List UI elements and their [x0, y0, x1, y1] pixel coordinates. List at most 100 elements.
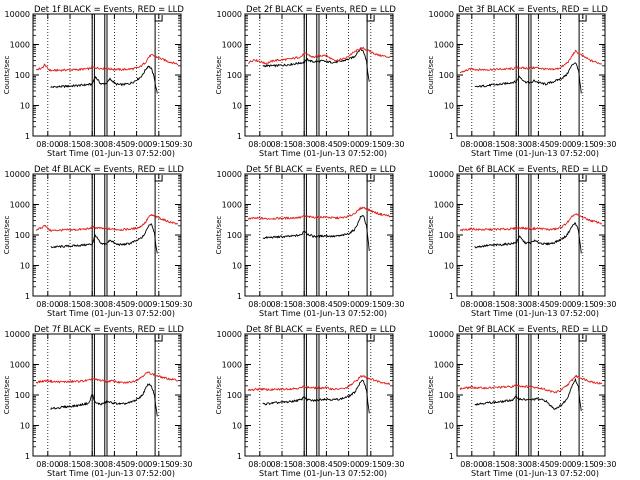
y-axis-label: Counts/sec	[215, 376, 223, 415]
x-tick-label: 08:00	[36, 300, 59, 309]
x-tick-label: 08:00	[460, 460, 483, 469]
y-tick-label: 1000	[434, 201, 454, 210]
x-tick-label: 08:30	[81, 140, 104, 149]
x-axis-label: Start Time (01-Jun-13 07:52:00)	[471, 469, 599, 478]
y-tick-label: 10000	[217, 10, 242, 19]
chart-panel: 08:00 08:15 08:30 08:45 09:00 09:15 09:30 1 10 10…	[427, 165, 617, 318]
series-events-line	[474, 378, 582, 411]
series-events-line	[262, 47, 370, 82]
y-tick-label: 10	[444, 262, 454, 271]
x-tick-label: 09:00	[549, 300, 572, 309]
y-tick-label: 10	[20, 102, 30, 111]
x-tick-label: 09:30	[593, 300, 616, 309]
chart-panel: 08:00 08:15 08:30 08:45 09:00 09:15 09:30 1 10 10…	[215, 5, 405, 158]
x-axis-label: Start Time (01-Jun-13 07:52:00)	[47, 469, 175, 478]
y-axis-label: Counts/sec	[427, 56, 435, 95]
x-tick-label: 08:45	[103, 460, 126, 469]
x-tick-label: 09:00	[125, 460, 148, 469]
x-tick-label: 09:00	[337, 140, 360, 149]
x-tick-label: 09:00	[549, 140, 572, 149]
x-axis-label: Start Time (01-Jun-13 07:52:00)	[47, 309, 175, 318]
chart-title: Det 8f BLACK = Events, RED = LLD	[246, 325, 396, 335]
chart-panel: 08:00 08:15 08:30 08:45 09:00 09:15 09:30 1 10 10…	[3, 5, 193, 158]
x-tick-label: 09:00	[125, 300, 148, 309]
y-tick-label: 10	[20, 422, 30, 431]
y-tick-label: 10000	[429, 170, 454, 179]
y-tick-label: 1000	[222, 41, 242, 50]
y-tick-label: 100	[15, 231, 30, 240]
x-tick-label: 08:00	[36, 140, 59, 149]
chart-title: Det 9f BLACK = Events, RED = LLD	[458, 325, 608, 335]
series-lld-line	[35, 53, 179, 72]
y-tick-label: 10	[444, 102, 454, 111]
x-tick-label: 09:30	[381, 460, 404, 469]
y-axis-label: Counts/sec	[3, 376, 11, 415]
x-axis-label: Start Time (01-Jun-13 07:52:00)	[259, 149, 387, 158]
y-tick-label: 1	[25, 292, 30, 301]
chart-panel: 08:00 08:15 08:30 08:45 09:00 09:15 09:30 1 10 10…	[427, 5, 617, 158]
x-tick-label: 09:15	[147, 460, 170, 469]
x-tick-label: 08:30	[293, 460, 316, 469]
x-tick-label: 08:15	[270, 460, 293, 469]
y-tick-label: 1	[449, 132, 454, 141]
chart-title: Det 1f BLACK = Events, RED = LLD	[34, 5, 184, 15]
y-axis-label: Counts/sec	[3, 56, 11, 95]
y-tick-label: 1	[449, 452, 454, 461]
x-tick-label: 09:15	[571, 300, 594, 309]
chart-title: Det 2f BLACK = Events, RED = LLD	[246, 5, 396, 15]
y-tick-label: 10000	[5, 10, 30, 19]
x-tick-label: 08:15	[58, 300, 81, 309]
chart-title: Det 6f BLACK = Events, RED = LLD	[458, 165, 608, 175]
interval-bracket	[578, 175, 587, 182]
interval-bracket	[154, 335, 163, 342]
y-tick-label: 10	[232, 422, 242, 431]
x-tick-label: 08:45	[103, 300, 126, 309]
y-tick-label: 10000	[217, 330, 242, 339]
x-tick-label: 08:45	[527, 460, 550, 469]
x-tick-label: 08:45	[527, 140, 550, 149]
x-tick-label: 08:45	[315, 300, 338, 309]
x-tick-label: 08:00	[460, 140, 483, 149]
y-tick-label: 100	[439, 71, 454, 80]
x-tick-label: 09:15	[147, 140, 170, 149]
x-axis-label: Start Time (01-Jun-13 07:52:00)	[259, 309, 387, 318]
y-tick-label: 10000	[5, 170, 30, 179]
series-events-line	[262, 215, 370, 251]
y-tick-label: 1	[25, 132, 30, 141]
x-tick-label: 09:30	[593, 140, 616, 149]
series-events-line	[50, 65, 158, 94]
y-tick-label: 1000	[222, 361, 242, 370]
series-events-line	[474, 222, 582, 254]
y-tick-label: 1	[25, 452, 30, 461]
interval-bracket	[154, 15, 163, 22]
chart-title: Det 4f BLACK = Events, RED = LLD	[34, 165, 184, 175]
x-tick-label: 08:30	[293, 140, 316, 149]
y-tick-label: 1000	[10, 41, 30, 50]
x-tick-label: 09:15	[359, 140, 382, 149]
y-tick-label: 10000	[429, 330, 454, 339]
x-tick-label: 08:00	[460, 300, 483, 309]
series-events-line	[50, 223, 158, 254]
y-axis-label: Counts/sec	[427, 376, 435, 415]
x-tick-label: 09:30	[593, 460, 616, 469]
chart-title: Det 7f BLACK = Events, RED = LLD	[34, 325, 184, 335]
series-lld-line	[459, 213, 603, 232]
chart-panel: 08:00 08:15 08:30 08:45 09:00 09:15 09:30 1 10 10…	[427, 325, 617, 478]
interval-bracket	[578, 335, 587, 342]
y-tick-label: 100	[227, 231, 242, 240]
y-tick-label: 100	[15, 391, 30, 400]
x-tick-label: 08:30	[505, 300, 528, 309]
x-tick-label: 08:15	[482, 460, 505, 469]
x-tick-label: 08:45	[315, 140, 338, 149]
y-tick-label: 10000	[217, 170, 242, 179]
x-tick-label: 08:30	[81, 460, 104, 469]
y-tick-label: 10	[232, 262, 242, 271]
y-tick-label: 1	[237, 132, 242, 141]
x-tick-label: 09:30	[381, 140, 404, 149]
y-tick-label: 1	[449, 292, 454, 301]
y-tick-label: 10	[444, 422, 454, 431]
x-tick-label: 08:15	[270, 300, 293, 309]
x-tick-label: 09:30	[169, 300, 192, 309]
interval-bracket	[578, 15, 587, 22]
